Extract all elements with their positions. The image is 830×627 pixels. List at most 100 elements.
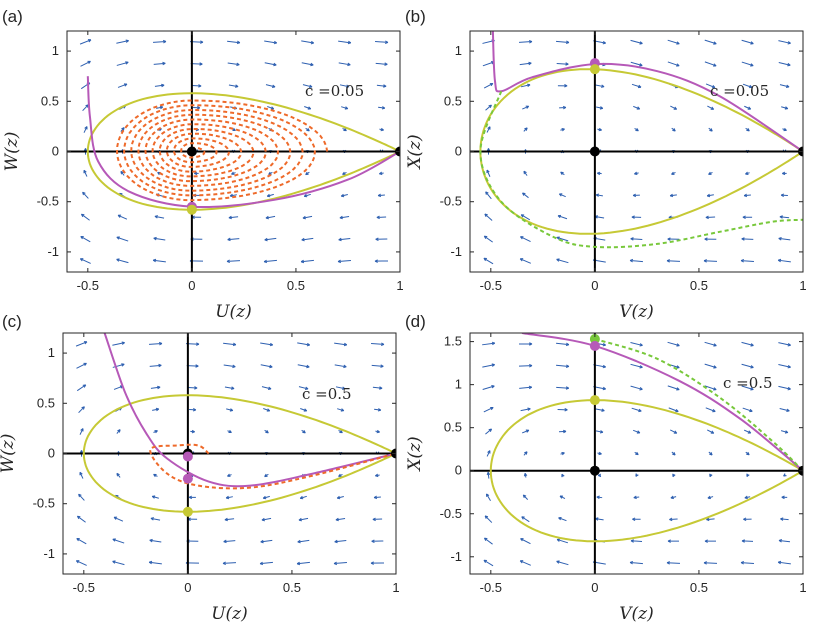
quiver-arrowhead — [713, 365, 717, 369]
quiver-arrow — [260, 364, 273, 368]
quiver-arrowhead — [346, 84, 350, 88]
quiver-arrowhead — [267, 386, 272, 390]
quiver-arrowhead — [79, 471, 83, 476]
quiver-arrowhead — [120, 170, 124, 175]
quiver-arrowhead — [117, 214, 122, 218]
quiver-arrow — [778, 561, 791, 565]
quiver-arrowhead — [595, 193, 600, 197]
quiver-arrow — [154, 84, 165, 87]
quiver-arrowhead — [87, 60, 91, 65]
quiver-arrow — [112, 363, 125, 368]
quiver-arrowhead — [525, 429, 530, 433]
quiver-arrowhead — [299, 495, 304, 500]
quiver-arrow — [485, 191, 492, 200]
quiver-arrowhead — [338, 237, 342, 242]
quiver-arrowhead — [335, 517, 339, 522]
quiver-arrowhead — [304, 386, 309, 391]
quiver-arrow — [150, 386, 161, 389]
quiver-arrow — [297, 364, 310, 368]
quiver-arrow — [741, 341, 754, 346]
quiver-arrow — [706, 518, 715, 521]
quiver-arrowhead — [746, 451, 750, 456]
x-tick-label: 1 — [396, 278, 403, 293]
quiver-arrowhead — [672, 473, 676, 478]
quiver-arrowhead — [155, 407, 160, 412]
quiver-arrow — [334, 540, 347, 543]
quiver-arrow — [223, 342, 236, 346]
quiver-arrowhead — [158, 363, 162, 368]
y-tick-label: 1 — [52, 43, 59, 58]
quiver-arrowhead — [787, 386, 791, 391]
quiver-arrow — [298, 386, 309, 390]
quiver-arrowhead — [669, 193, 674, 198]
quiver-arrowhead — [310, 62, 314, 67]
x-tick-label: -0.5 — [480, 278, 502, 293]
quiver-arrow — [297, 561, 310, 565]
quiver-arrowhead — [524, 127, 528, 131]
quiver-arrow — [778, 259, 791, 263]
quiver-arrow — [375, 40, 388, 43]
quiver-arrowhead — [565, 62, 569, 66]
quiver-arrow — [149, 561, 162, 565]
quiver-arrowhead — [154, 215, 158, 219]
point-black — [589, 465, 600, 476]
quiver-arrowhead — [343, 127, 347, 132]
quiver-arrowhead — [298, 517, 302, 522]
quiver-arrow — [76, 538, 87, 545]
quiver-arrow — [742, 83, 753, 88]
quiver-arrowhead — [633, 495, 637, 500]
quiver-arrowhead — [373, 495, 378, 500]
quiver-arrow — [630, 39, 643, 45]
quiver-arrow — [778, 364, 791, 368]
quiver-arrowhead — [741, 539, 745, 543]
y-tick-label: 0 — [455, 144, 462, 159]
y-axis-title: X(z) — [405, 134, 425, 170]
quiver-arrowhead — [384, 40, 389, 45]
quiver-arrowhead — [487, 126, 491, 130]
quiver-arrowhead — [745, 171, 749, 175]
quiver-arrowhead — [269, 364, 273, 369]
quiver-arrow — [556, 236, 569, 242]
quiver-arrowhead — [340, 193, 345, 198]
quiver-arrow — [338, 260, 351, 263]
x-tick-label: 1 — [799, 278, 806, 293]
series-spiral — [115, 99, 329, 202]
quiver-arrow — [228, 216, 239, 219]
quiver-arrow — [335, 518, 346, 521]
quiver-arrowhead — [669, 517, 673, 522]
quiver-arrowhead — [76, 537, 80, 542]
quiver-arrow — [486, 169, 491, 177]
quiver-arrowhead — [667, 237, 671, 241]
quiver-arrowhead — [125, 39, 129, 43]
quiver-arrowhead — [703, 561, 707, 565]
quiver-arrow — [80, 60, 91, 67]
quiver-arrowhead — [116, 258, 120, 262]
quiver-arrowhead — [227, 473, 231, 477]
quiver-arrowhead — [231, 171, 235, 175]
quiver-arrowhead — [787, 62, 791, 67]
quiver-arrow — [558, 517, 567, 522]
quiver-arrow — [149, 343, 162, 345]
y-tick-label: 0.5 — [444, 93, 462, 108]
quiver-arrowhead — [489, 82, 494, 87]
quiver-arrowhead — [162, 39, 167, 44]
quiver-arrow — [595, 430, 604, 433]
quiver-arrow — [632, 429, 641, 434]
quiver-arrow — [265, 84, 276, 88]
point-yellow — [186, 204, 197, 215]
quiver-arrowhead — [750, 387, 754, 391]
quiver-arrowhead — [484, 213, 488, 217]
quiver-arrowhead — [599, 106, 604, 110]
quiver-arrow — [704, 39, 717, 45]
quiver-arrow — [521, 429, 530, 434]
quiver-arrow — [705, 407, 716, 412]
quiver-arrowhead — [787, 343, 791, 347]
quiver-arrowhead — [151, 495, 156, 499]
quiver-arrow — [520, 408, 531, 412]
quiver-arrowhead — [121, 363, 125, 367]
y-tick-label: -1 — [450, 244, 462, 259]
quiver-arrowhead — [706, 517, 710, 522]
quiver-arrowhead — [750, 365, 754, 369]
quiver-arrow — [302, 215, 313, 219]
x-tick-label: 0.5 — [690, 278, 708, 293]
